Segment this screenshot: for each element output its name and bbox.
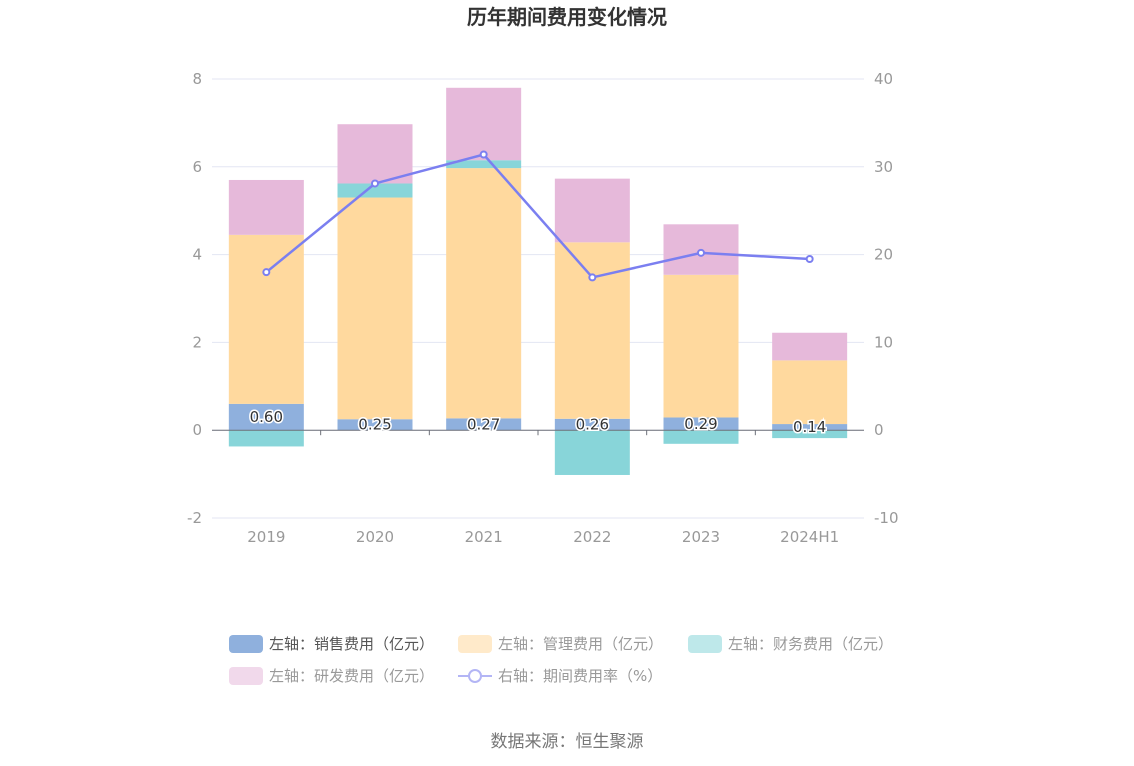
bar-segment	[554, 418, 630, 431]
rate-point	[371, 179, 379, 188]
bar-segment	[772, 424, 848, 431]
bar-segment	[228, 234, 304, 404]
bar-segment	[663, 417, 739, 431]
legend-label: 左轴：财务费用（亿元）	[728, 635, 893, 653]
rate-point	[805, 254, 814, 263]
rate-line-series	[262, 150, 814, 282]
grid-lines	[212, 78, 864, 519]
bar-segment	[446, 160, 522, 169]
x-tick-label: 2021	[465, 528, 503, 546]
bar-segment	[228, 179, 304, 235]
data-label: 0.27	[467, 415, 500, 433]
rate-point	[479, 150, 488, 159]
left-axis-ticks: -2 0 2 4 6 8	[187, 70, 202, 527]
chart-title: 历年期间费用变化情况	[467, 5, 667, 29]
data-label: 0.25	[358, 416, 391, 434]
legend-label: 左轴：研发费用（亿元）	[269, 667, 434, 685]
legend-point-swatch	[468, 669, 482, 683]
rate-point	[697, 248, 705, 257]
x-axis-ticks: 2019 2020 2021 2022 2023 2024H1	[247, 528, 839, 546]
bar-segment	[446, 418, 522, 431]
right-tick-label: 40	[874, 70, 893, 88]
data-labels: 0.60 0.25 0.27 0.26 0.29 0.14	[248, 407, 828, 438]
rate-point	[588, 273, 597, 282]
data-label: 0.26	[576, 415, 609, 433]
data-label: 0.14	[793, 418, 826, 436]
x-tick-label: 2019	[247, 528, 285, 546]
source-note: 数据来源：恒生聚源	[491, 732, 644, 752]
bar-segment	[337, 197, 413, 420]
bar-segment	[337, 419, 413, 431]
bar-segment	[337, 183, 413, 198]
right-tick-label: -10	[874, 509, 899, 527]
bar-segment	[228, 403, 304, 431]
x-tick-label: 2024H1	[780, 528, 839, 546]
legend: 左轴：销售费用（亿元） 左轴：管理费用（亿元） 左轴：财务费用（亿元） 左轴：研发费用…	[229, 635, 893, 685]
data-label: 0.60	[250, 408, 283, 426]
left-tick-label: 4	[192, 246, 202, 264]
rate-line	[265, 153, 810, 279]
left-tick-label: 8	[192, 70, 202, 88]
bar-segment	[772, 430, 848, 439]
legend-swatch	[688, 635, 722, 653]
bar-segment	[554, 430, 630, 475]
x-tick-label: 2022	[573, 528, 611, 546]
legend-label: 左轴：销售费用（亿元）	[269, 635, 434, 653]
x-axis	[212, 429, 864, 436]
bar-segment	[554, 242, 630, 419]
right-tick-label: 30	[874, 158, 893, 176]
bar-segment	[554, 178, 630, 243]
left-tick-label: 2	[192, 333, 202, 351]
bar-segment	[337, 124, 413, 184]
rate-point	[262, 268, 271, 277]
x-tick-label: 2020	[356, 528, 394, 546]
right-tick-label: 0	[874, 421, 884, 439]
right-tick-label: 10	[874, 333, 893, 351]
legend-label: 左轴：管理费用（亿元）	[498, 635, 663, 653]
bar-series	[228, 87, 848, 475]
x-tick-label: 2023	[682, 528, 720, 546]
legend-swatch	[458, 635, 492, 653]
right-axis-ticks: -10 0 10 20 30 40	[874, 70, 899, 527]
bar-segment	[772, 360, 848, 425]
left-tick-label: 6	[192, 158, 202, 176]
left-tick-label: -2	[187, 509, 202, 527]
legend-label: 右轴：期间费用率（%）	[498, 667, 662, 685]
left-tick-label: 0	[192, 421, 202, 439]
legend-swatch	[229, 635, 263, 653]
bar-segment	[446, 168, 522, 419]
legend-swatch	[229, 667, 263, 685]
bar-segment	[663, 274, 739, 418]
bar-segment	[772, 332, 848, 361]
bar-segment	[663, 430, 739, 444]
right-tick-label: 20	[874, 246, 893, 264]
data-label: 0.29	[684, 415, 717, 433]
bar-segment	[446, 87, 522, 161]
bar-segment	[228, 430, 304, 447]
